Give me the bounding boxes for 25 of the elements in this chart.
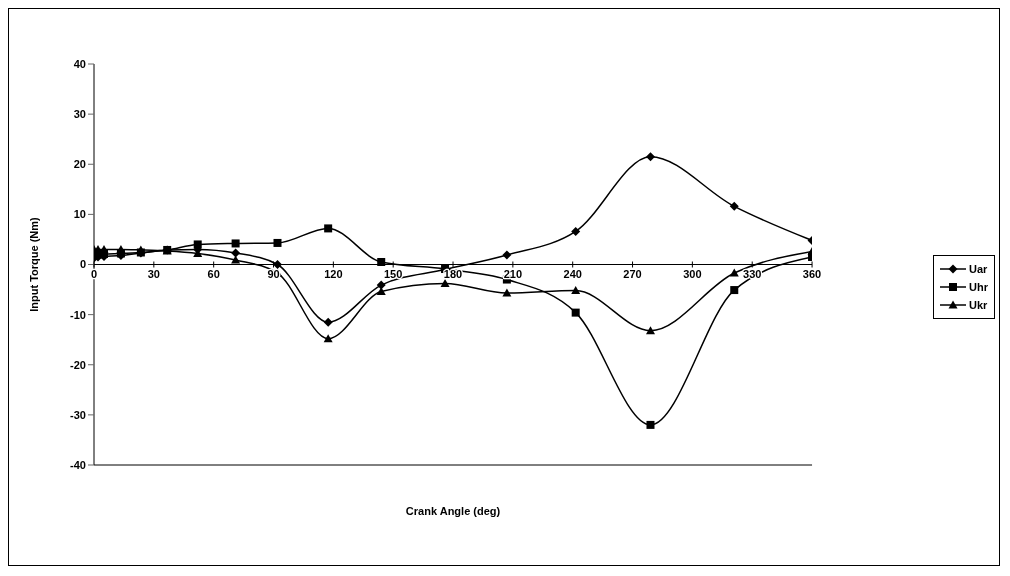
x-tick-label: 300 — [683, 267, 702, 280]
x-tick-label: 120 — [324, 267, 343, 280]
y-tick-label: 20 — [73, 158, 86, 171]
x-tick-label: 30 — [147, 267, 160, 280]
x-tick-label: 150 — [384, 267, 403, 280]
x-axis-title: Crank Angle (deg) — [405, 505, 501, 517]
y-tick-label: 40 — [73, 57, 86, 70]
x-tick-label: 60 — [207, 267, 220, 280]
legend-label: Uhr — [969, 280, 988, 295]
y-tick-label: 30 — [73, 108, 86, 121]
x-tick-label: 330 — [743, 267, 762, 280]
x-tick-label: 240 — [563, 267, 582, 280]
y-axis-title: Input Torque (Nm) — [27, 216, 40, 312]
x-tick-label: 270 — [623, 267, 642, 280]
x-tick-label: 180 — [443, 267, 463, 280]
y-tick-label: -20 — [70, 358, 86, 371]
x-tick-label: 360 — [802, 267, 822, 280]
legend-label: Uar — [969, 262, 988, 277]
y-tick-label: -10 — [70, 308, 86, 321]
legend-label: Ukr — [969, 298, 988, 313]
y-tick-label: -30 — [70, 408, 86, 421]
y-tick-label: 10 — [73, 208, 86, 221]
y-tick-label: 0 — [79, 258, 86, 271]
y-tick-label: -40 — [70, 458, 86, 471]
x-tick-label: 0 — [90, 267, 98, 280]
